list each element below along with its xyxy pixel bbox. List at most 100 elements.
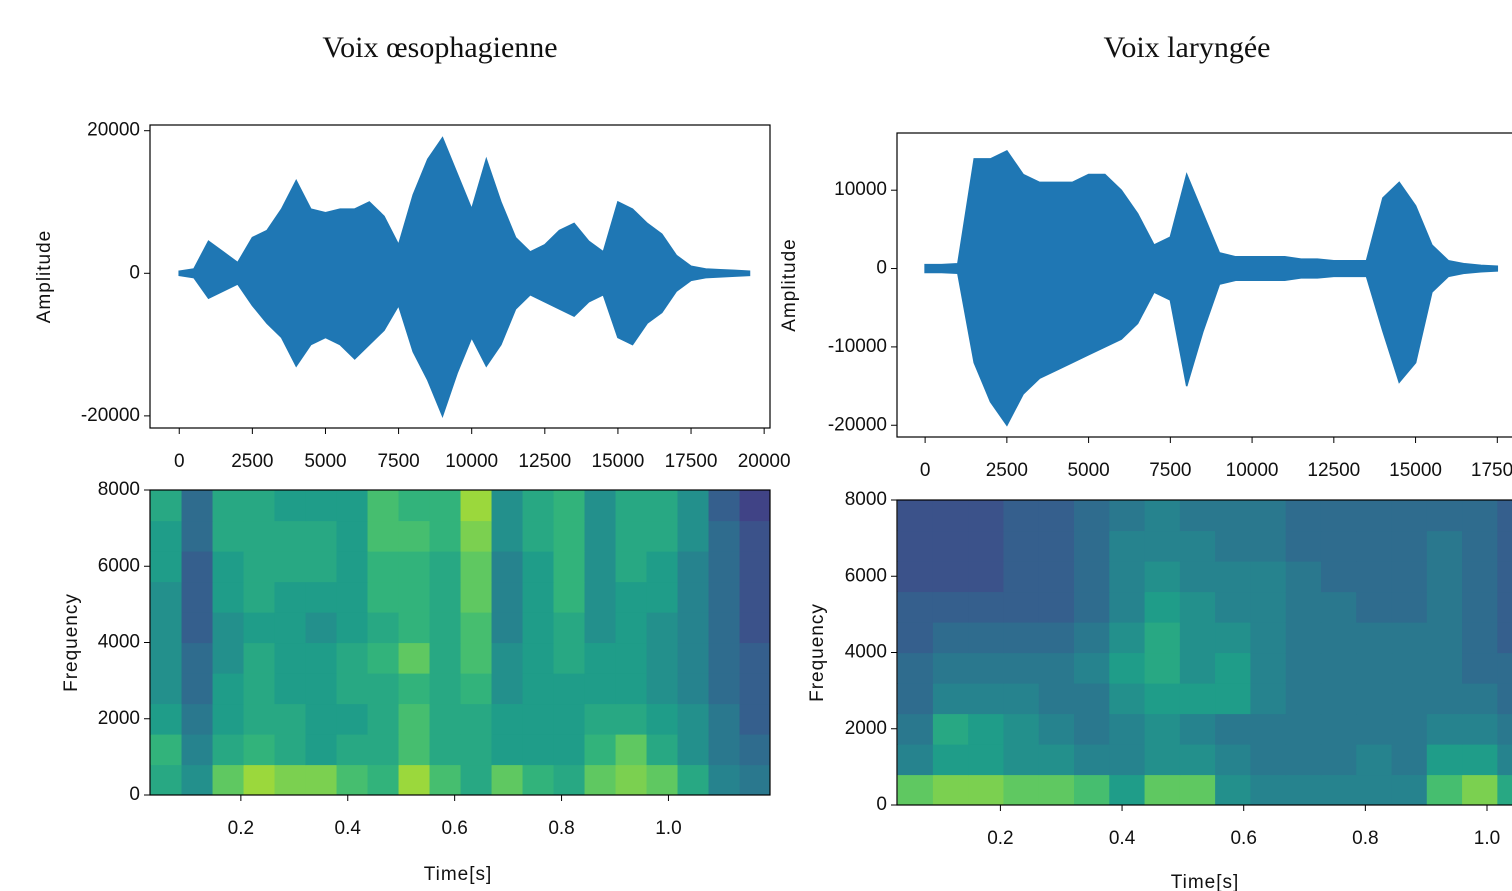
spectrogram-cell <box>1356 683 1393 715</box>
spectrogram-cell <box>615 703 648 735</box>
spectrogram-cell <box>274 673 307 705</box>
spectrogram-cell <box>584 520 617 552</box>
spectrogram-cell <box>150 551 183 583</box>
spectrogram-cell <box>1003 744 1040 776</box>
spectrogram-cell <box>1038 744 1075 776</box>
spectrogram-cell <box>932 744 969 776</box>
spectrogram-cell <box>398 551 431 583</box>
spectrogram-cell <box>367 642 400 674</box>
spectrogram-cell <box>1426 713 1463 745</box>
spectrogram-cell <box>522 551 555 583</box>
spectrogram-cell <box>1179 774 1216 805</box>
spectrogram-cell <box>1074 744 1110 776</box>
spectrogram-cell <box>1179 591 1216 623</box>
spectrogram-cell <box>646 520 679 552</box>
spectrogram-cell <box>398 734 431 766</box>
spectrogram-cell <box>1144 683 1181 715</box>
spectrogram-cell <box>1285 530 1322 562</box>
spectrogram-cell <box>1391 561 1428 593</box>
spectrogram-cell <box>1003 683 1040 715</box>
spectrogram-cell <box>739 551 770 583</box>
spectrogram-cell <box>243 642 276 674</box>
y-tick-label: 0 <box>129 784 140 805</box>
x-tick-label: 17500 <box>1471 460 1512 481</box>
spectrogram-cell <box>1215 561 1251 593</box>
spectrogram-cell <box>1003 774 1040 805</box>
spectrogram-cell <box>150 581 183 613</box>
spectrogram-cell <box>553 673 586 705</box>
spectrogram-cell <box>708 490 741 522</box>
spectrogram-cell <box>305 612 338 644</box>
spectrogram-cell <box>367 764 400 795</box>
spectrogram-cell <box>932 774 969 805</box>
x-tick-label: 0.2 <box>987 828 1013 849</box>
spectrogram-cell <box>336 703 369 735</box>
spectrogram-cell <box>1250 744 1287 776</box>
y-tick-label: 6000 <box>98 555 140 576</box>
spectrogram-cell <box>305 642 338 674</box>
spectrogram-cell <box>739 703 770 735</box>
spectrogram-cell <box>274 551 307 583</box>
spectrogram-cell <box>1250 500 1287 532</box>
x-tick-label: 15000 <box>592 451 645 472</box>
y-axis-label: Amplitude <box>779 238 800 332</box>
spectrogram-cell <box>150 612 183 644</box>
spectrogram-cell <box>897 744 934 776</box>
y-tick-label: 0 <box>129 262 140 283</box>
spectrogram-cell <box>1144 561 1181 593</box>
spectrogram-cell <box>274 764 307 795</box>
spectrogram-cell <box>968 561 1005 593</box>
spectrogram-cell <box>584 703 617 735</box>
x-tick-label: 0.6 <box>441 818 467 839</box>
spectrogram-cell <box>1003 530 1040 562</box>
spectrogram-cell <box>553 490 586 522</box>
x-tick-label: 12500 <box>518 451 571 472</box>
spectrogram-cell <box>1356 622 1393 654</box>
spectrogram-cell <box>1250 591 1287 623</box>
spectrogram-cell <box>1003 561 1040 593</box>
spectrogram-cell <box>429 551 462 583</box>
spectrogram-cell <box>1462 561 1498 593</box>
spectrogram-cell <box>1144 530 1181 562</box>
spectrogram-cell <box>274 734 307 766</box>
spectrogram-cell <box>1215 500 1251 532</box>
spectrogram-cell <box>212 490 245 522</box>
spectrogram-cell <box>646 612 679 644</box>
spectrogram-cell <box>968 530 1005 562</box>
spectrogram-cell <box>491 551 524 583</box>
y-tick-label: 8000 <box>98 479 140 500</box>
spectrogram-cell <box>181 703 214 735</box>
spectrogram-cell <box>522 734 555 766</box>
spectrogram-cell <box>1462 683 1498 715</box>
spectrogram-cell <box>1109 500 1146 532</box>
spectrogram-cell <box>677 673 710 705</box>
spectrogram-cell <box>274 520 307 552</box>
spectrogram-cell <box>708 734 741 766</box>
spectrogram-cell <box>398 520 431 552</box>
x-axis-label: Time[s] <box>1171 872 1240 891</box>
y-tick-label: 2000 <box>845 718 887 739</box>
spectrogram-cell <box>646 551 679 583</box>
x-tick-label: 12500 <box>1307 460 1360 481</box>
spectrogram-cell <box>212 551 245 583</box>
spectrogram-cell <box>305 734 338 766</box>
spectrogram-cell <box>677 520 710 552</box>
spectrogram-cell <box>1179 683 1216 715</box>
spectrogram-cell <box>181 612 214 644</box>
spectrogram-cell <box>615 551 648 583</box>
spectrogram-cell <box>897 530 934 562</box>
spectrogram-cell <box>553 734 586 766</box>
spectrogram-cell <box>1144 744 1181 776</box>
spectrogram-cell <box>1038 530 1075 562</box>
spectrogram-cell <box>646 673 679 705</box>
spectrogram-cell <box>646 642 679 674</box>
spectrogram-cell <box>1391 500 1428 532</box>
spectrogram-cell <box>1250 622 1287 654</box>
panel: 0 2000 4000 6000 8000 0.2 0.4 0.6 0.8 1.0 Frequenc… <box>807 489 1512 891</box>
spectrogram-cell <box>460 551 493 583</box>
spectrogram-cell <box>305 490 338 522</box>
spectrogram-cell <box>584 581 617 613</box>
x-tick-label: 1.0 <box>1474 828 1500 849</box>
plot-area <box>924 150 1499 427</box>
spectrogram-cell <box>1074 591 1110 623</box>
